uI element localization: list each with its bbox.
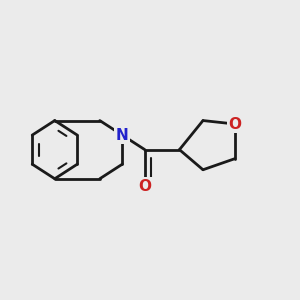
Text: O: O bbox=[138, 179, 151, 194]
Text: O: O bbox=[228, 116, 242, 131]
Text: N: N bbox=[116, 128, 129, 142]
